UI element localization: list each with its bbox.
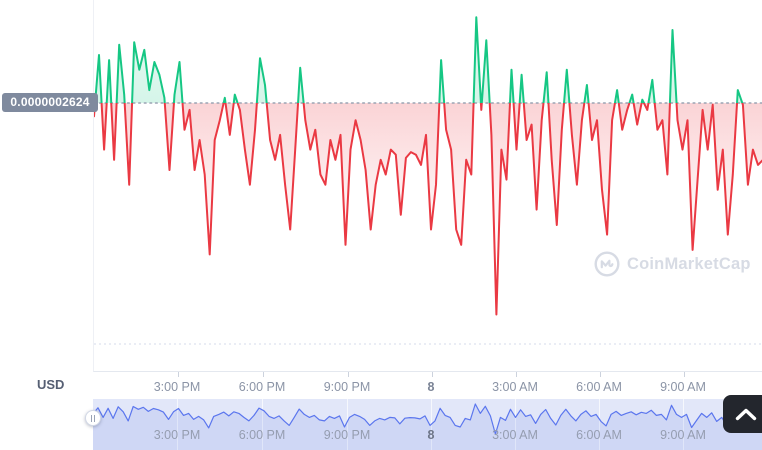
coinmarketcap-logo-icon xyxy=(594,251,620,277)
navigator-axis-label: 9:00 AM xyxy=(660,428,706,442)
navigator-axis-labels: 3:00 PM 6:00 PM 9:00 PM 8 3:00 AM 6:00 AM 9:00… xyxy=(93,428,762,444)
navigator-left-handle[interactable] xyxy=(85,410,101,426)
handle-grip-icon xyxy=(91,414,92,422)
navigator-axis-label: 3:00 AM xyxy=(492,428,538,442)
scroll-top-button[interactable] xyxy=(723,395,762,433)
chevron-up-icon xyxy=(735,408,757,420)
navigator-gridline xyxy=(177,399,178,450)
x-axis-label: 6:00 AM xyxy=(576,380,622,394)
navigator-axis-label: 3:00 PM xyxy=(153,428,201,442)
navigator-gridline xyxy=(262,399,263,450)
x-axis-tick xyxy=(432,372,433,377)
area-fill-above-open xyxy=(94,17,762,103)
navigator-line xyxy=(93,403,762,435)
navigator-axis-label: 6:00 AM xyxy=(576,428,622,442)
x-axis-label: 9:00 PM xyxy=(323,380,371,394)
navigator-axis-label: 6:00 PM xyxy=(238,428,286,442)
x-axis-label: 3:00 PM xyxy=(153,380,201,394)
x-axis-tick xyxy=(600,372,601,377)
x-axis-tick xyxy=(263,372,264,377)
area-fill-below-open xyxy=(94,103,762,315)
coinmarketcap-watermark: CoinMarketCap xyxy=(594,251,751,277)
x-axis-labels: 3:00 PM 6:00 PM 9:00 PM 8 3:00 AM 6:00 AM 9:00… xyxy=(93,378,762,394)
navigator-chart-svg xyxy=(93,403,762,450)
x-axis-label: 9:00 AM xyxy=(660,380,706,394)
x-axis-tick xyxy=(684,372,685,377)
open-price-badge: 0.0000002624 xyxy=(2,93,98,112)
main-chart-svg[interactable] xyxy=(94,0,762,372)
x-axis-label: 6:00 PM xyxy=(238,380,286,394)
x-axis-tick xyxy=(348,372,349,377)
navigator-axis-label: 8 xyxy=(427,428,435,442)
handle-grip-icon xyxy=(94,414,95,422)
x-axis-label: 3:00 AM xyxy=(492,380,538,394)
navigator-gridline xyxy=(683,399,684,450)
currency-toggle-usd[interactable]: USD xyxy=(37,377,65,392)
x-axis-tick xyxy=(516,372,517,377)
price-line-below-open xyxy=(94,103,762,316)
navigator[interactable]: 3:00 PM 6:00 PM 9:00 PM 8 3:00 AM 6:00 AM 9:00… xyxy=(93,399,762,450)
x-axis-label: 8 xyxy=(427,380,435,394)
x-axis-tick xyxy=(178,372,179,377)
navigator-axis-label: 9:00 PM xyxy=(323,428,371,442)
navigator-gridline xyxy=(599,399,600,450)
watermark-text: CoinMarketCap xyxy=(627,254,751,273)
main-chart-plot-area[interactable] xyxy=(93,0,762,377)
price-line-above-open xyxy=(94,16,744,103)
navigator-gridline xyxy=(515,399,516,450)
navigator-gridline xyxy=(347,399,348,450)
